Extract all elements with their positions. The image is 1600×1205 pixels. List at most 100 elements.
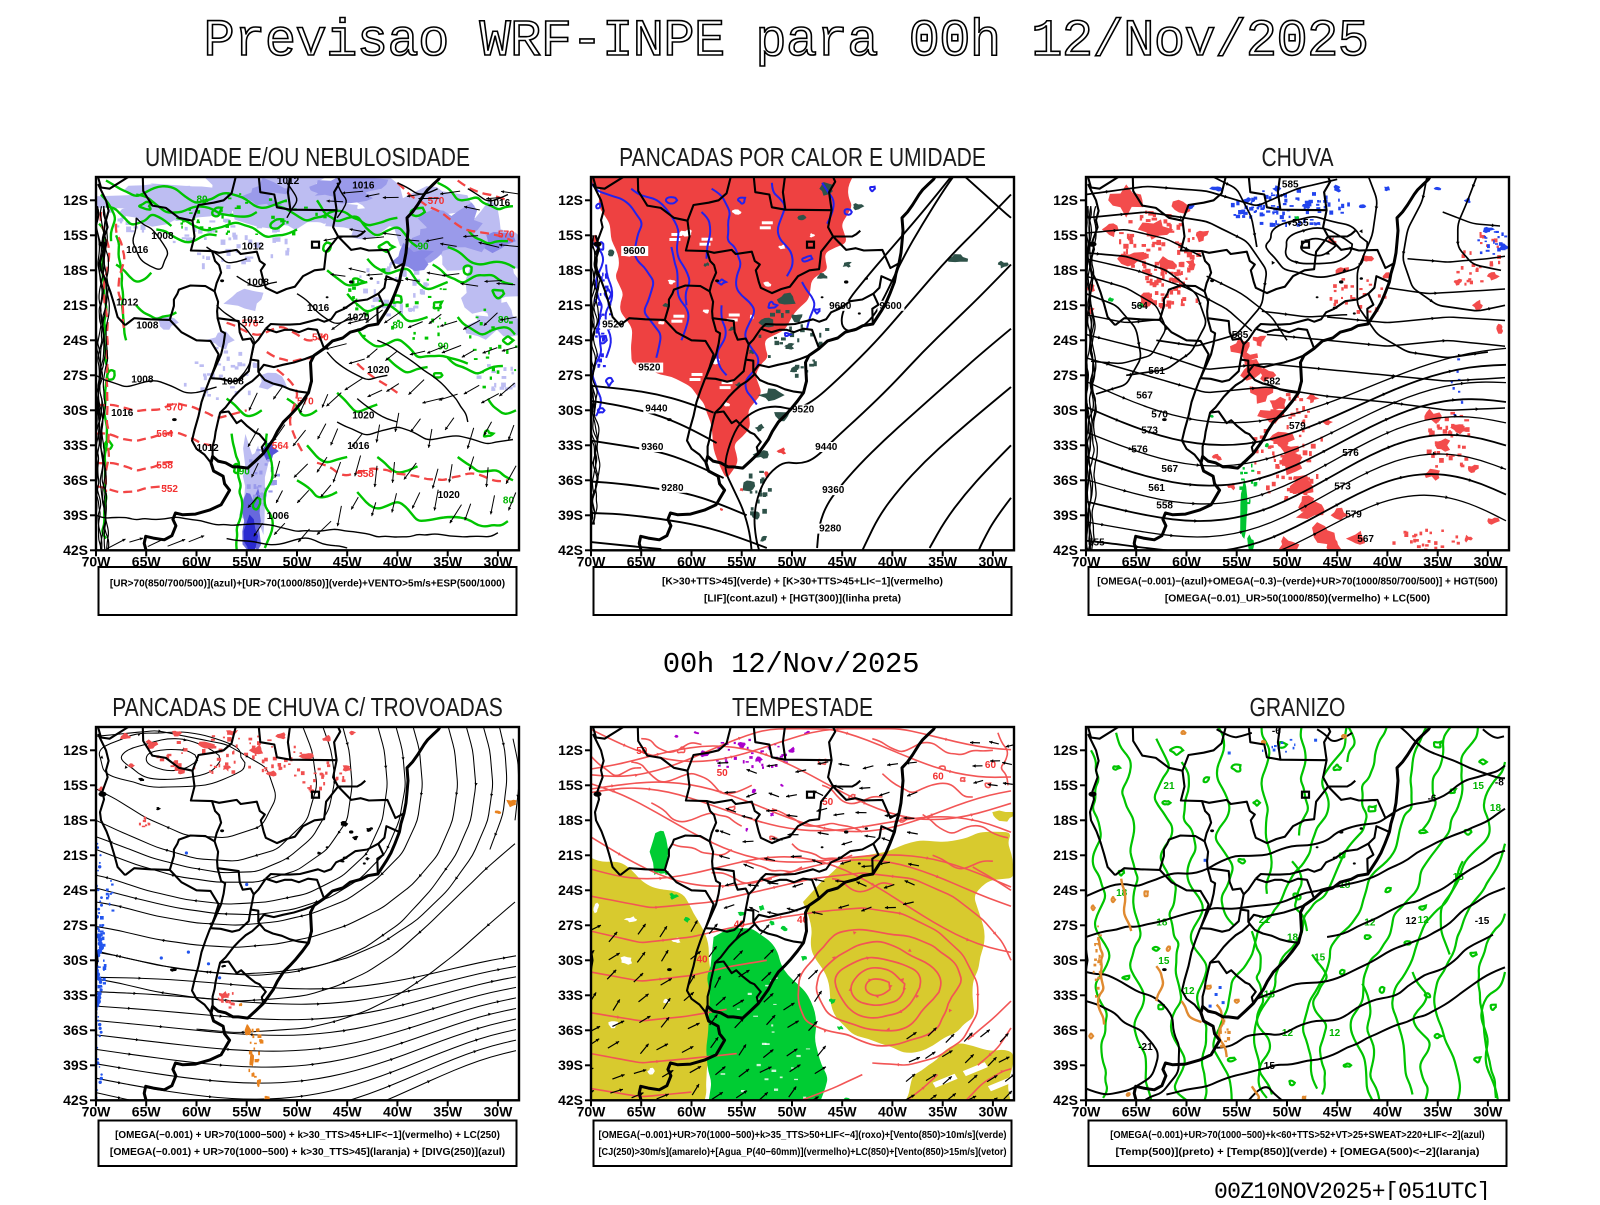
svg-text:18S: 18S [558,812,583,828]
svg-text:50W: 50W [283,1103,313,1119]
svg-text:564: 564 [272,441,289,452]
svg-text:18S: 18S [1053,812,1078,828]
svg-text:30S: 30S [63,402,88,418]
svg-text:Previsao WRF-INPE para 00h 12: Previsao WRF-INPE para 00h 12/Nov/2025 [204,12,1369,71]
svg-text:36S: 36S [63,1022,88,1038]
svg-text:564: 564 [1131,301,1148,312]
svg-text:39S: 39S [558,507,583,523]
svg-text:1016: 1016 [126,245,149,256]
svg-text:15S: 15S [558,777,583,793]
svg-text:1020: 1020 [367,365,390,376]
svg-text:-15: -15 [1475,916,1490,927]
svg-text:12S: 12S [63,742,88,758]
svg-text:1008: 1008 [131,374,154,385]
svg-text:33S: 33S [63,437,88,453]
svg-text:65W: 65W [132,1103,162,1119]
svg-text:9520: 9520 [792,405,815,416]
svg-text:24S: 24S [63,332,88,348]
svg-text:558: 558 [357,469,374,480]
svg-text:27S: 27S [1053,917,1078,933]
svg-text:576: 576 [1131,444,1148,455]
svg-text:1020: 1020 [352,411,375,422]
svg-text:36S: 36S [558,1022,583,1038]
svg-text:24S: 24S [558,882,583,898]
svg-text:1016: 1016 [347,441,370,452]
svg-text:12: 12 [1406,916,1418,927]
svg-text:33S: 33S [558,437,583,453]
svg-text:12: 12 [1329,1028,1341,1039]
svg-text:9360: 9360 [822,485,845,496]
svg-text:9520: 9520 [638,363,661,374]
svg-text:1016: 1016 [111,408,134,419]
svg-text:70W: 70W [577,1103,607,1119]
svg-text:33S: 33S [1053,987,1078,1003]
svg-text:[OMEGA(−0.001)+UR>70(1000−500): [OMEGA(−0.001)+UR>70(1000−500)+k<60+TTS>… [1110,1130,1484,1141]
svg-text:36S: 36S [1053,472,1078,488]
svg-text:15S: 15S [63,777,88,793]
svg-text:27S: 27S [558,917,583,933]
svg-text:579: 579 [1289,421,1306,432]
svg-text:567: 567 [1161,464,1178,475]
svg-text:15: 15 [1314,952,1326,963]
svg-text:12S: 12S [1053,742,1078,758]
svg-text:33S: 33S [63,987,88,1003]
svg-text:21S: 21S [558,297,583,313]
svg-text:27S: 27S [558,367,583,383]
svg-text:-6: -6 [1428,794,1437,805]
svg-text:36S: 36S [558,472,583,488]
svg-text:567: 567 [1357,534,1374,545]
svg-text:55W: 55W [232,1103,262,1119]
svg-text:[UR>70(850/700/500)](azul)+[UR: [UR>70(850/700/500)](azul)+[UR>70(1000/8… [110,579,505,590]
svg-text:GRANIZO: GRANIZO [1250,694,1346,723]
svg-text:70W: 70W [1072,1103,1102,1119]
svg-text:579: 579 [1345,510,1362,521]
svg-text:36S: 36S [1053,1022,1078,1038]
svg-text:90: 90 [418,241,430,252]
svg-text:65W: 65W [627,1103,657,1119]
svg-text:45W: 45W [1323,1103,1353,1119]
svg-text:558: 558 [1156,500,1173,511]
svg-text:30S: 30S [63,952,88,968]
svg-text:573: 573 [1334,482,1351,493]
svg-text:552: 552 [161,484,178,495]
svg-text:[OMEGA(−0.01)_UR>50(1000/850)(: [OMEGA(−0.01)_UR>50(1000/850)(vermelho) … [1165,594,1430,605]
svg-text:12: 12 [1418,915,1430,926]
svg-text:-21: -21 [1138,1042,1153,1053]
svg-text:36S: 36S [63,472,88,488]
svg-text:55W: 55W [1222,1103,1252,1119]
svg-text:567: 567 [1136,391,1153,402]
svg-text:60W: 60W [677,1103,707,1119]
svg-text:30W: 30W [979,1103,1009,1119]
svg-text:60W: 60W [1172,1103,1202,1119]
svg-text:33S: 33S [1053,437,1078,453]
svg-text:60W: 60W [182,1103,212,1119]
svg-text:15S: 15S [63,227,88,243]
svg-text:[LIF](cont.azul) + [HGT(300)](: [LIF](cont.azul) + [HGT(300)](linha pret… [704,594,901,605]
svg-text:1008: 1008 [151,231,174,242]
svg-text:45W: 45W [333,1103,363,1119]
svg-text:9360: 9360 [641,442,664,453]
svg-text:30S: 30S [558,952,583,968]
svg-text:40: 40 [697,955,709,966]
svg-text:561: 561 [1148,366,1165,377]
svg-text:1012: 1012 [242,315,265,326]
svg-text:[OMEGA(−0.001) + UR>70(1000−50: [OMEGA(−0.001) + UR>70(1000−500) + k>30_… [115,1130,500,1141]
svg-text:555: 555 [1088,538,1105,549]
svg-text:24S: 24S [558,332,583,348]
svg-text:9440: 9440 [815,442,838,453]
svg-text:30W: 30W [484,1103,514,1119]
svg-text:9440: 9440 [645,404,668,415]
svg-text:570: 570 [498,230,515,241]
svg-text:27S: 27S [63,917,88,933]
svg-text:30S: 30S [1053,402,1078,418]
svg-text:[CJ(250)>30m/s](amarelo)+[Agua: [CJ(250)>30m/s](amarelo)+[Agua_P(40−60mm… [599,1147,1007,1158]
svg-text:00Z10NOV2025+[051UTC]: 00Z10NOV2025+[051UTC] [1214,1179,1490,1200]
svg-text:570: 570 [428,196,445,207]
svg-text:[OMEGA(−0.001)−(azul)+OMEGA(−0: [OMEGA(−0.001)−(azul)+OMEGA(−0.3)−(verde… [1097,577,1497,588]
svg-text:15S: 15S [1053,227,1078,243]
svg-text:570: 570 [166,402,183,413]
svg-text:35W: 35W [433,1103,463,1119]
svg-text:18S: 18S [63,262,88,278]
svg-text:24S: 24S [1053,882,1078,898]
svg-text:1020: 1020 [438,490,461,501]
